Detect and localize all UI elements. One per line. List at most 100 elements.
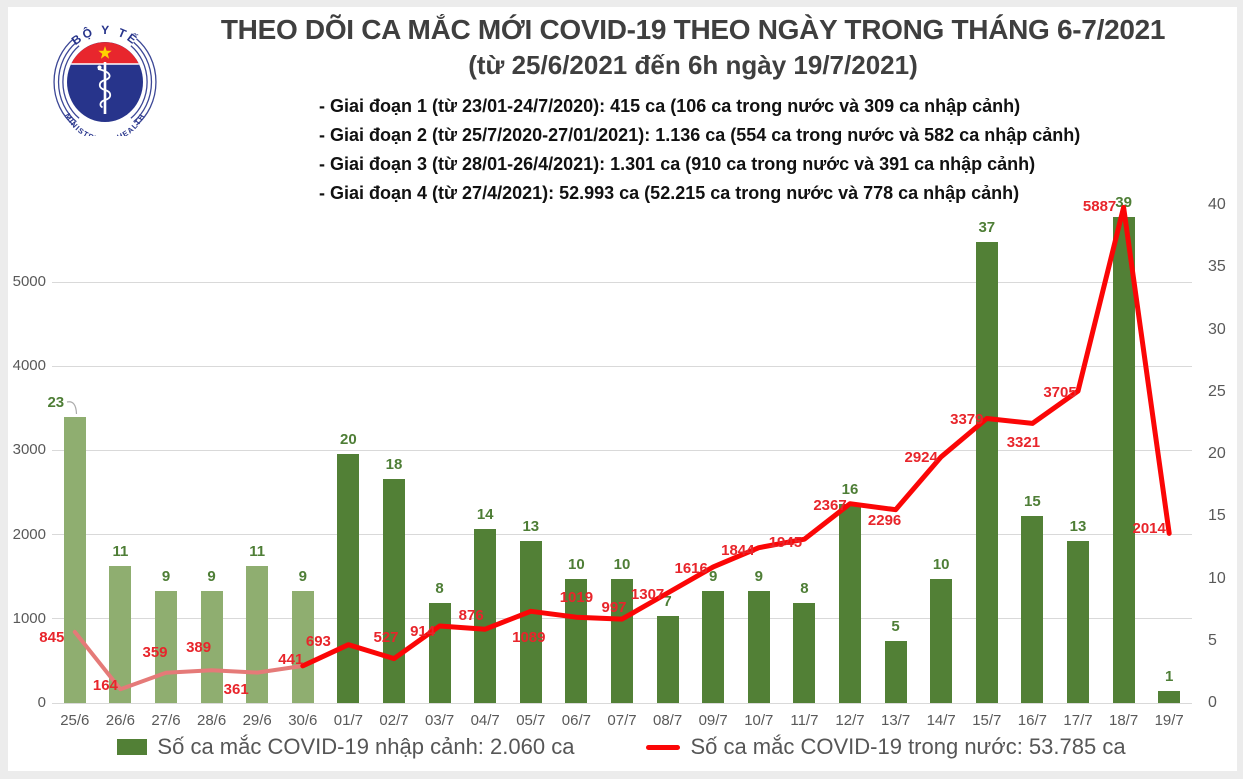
frame-border-left: [0, 0, 8, 779]
bar-26-6: [109, 566, 132, 703]
bar-value-label: 15: [1024, 493, 1041, 511]
y-axis-right-tick: 20: [1208, 445, 1226, 462]
ministry-of-health-logo: BỘ Y TẾ MINISTRY OF HEALTH: [53, 23, 157, 136]
x-axis-tick: 10/7: [744, 712, 774, 729]
line-value-label: 5887: [1082, 198, 1117, 216]
phase-notes: - Giai đoạn 1 (từ 23/01-24/7/2020): 415 …: [319, 92, 1080, 208]
bar-19-7: [1158, 690, 1181, 703]
domestic-cases-line: [66, 204, 1172, 692]
x-axis-tick: 27/6: [151, 712, 181, 729]
x-axis-tick: 26/6: [105, 712, 135, 729]
line-value-label: 361: [223, 680, 249, 698]
combo-chart: 0 1000 2000 3000 4000 5000 0 5 10 15 20 25 30 35 40 23 2…: [13, 195, 1226, 729]
y-axis-right-tick: 40: [1208, 196, 1226, 213]
y-axis-right-tick: 5: [1208, 631, 1217, 649]
bar-value-label: 9: [298, 567, 307, 585]
legend-imported-label: Số ca mắc COVID-19 nhập cảnh: 2.060 ca: [157, 734, 575, 759]
x-axis-tick: 08/7: [652, 712, 683, 729]
bar-value-label: 13: [1069, 518, 1087, 536]
bar-value-label: 11: [249, 543, 266, 561]
x-axis-tick: 18/7: [1108, 712, 1139, 729]
chart-title: THEO DÕI CA MẮC MỚI COVID-19 THEO NGÀY T…: [220, 14, 1166, 45]
bar-11-7: [793, 603, 816, 703]
gridline: [52, 702, 1192, 704]
y-axis-right-tick: 25: [1208, 382, 1226, 400]
line-value-label: 1844: [721, 541, 755, 559]
x-axis-tick: 29/6: [242, 712, 272, 729]
bar-value-label: 5: [891, 617, 900, 635]
y-axis-right-tick: 0: [1208, 694, 1217, 711]
bar-value-label: 37: [978, 219, 996, 237]
frame-border-top: [0, 0, 1243, 7]
line-value-label: 1945: [768, 534, 803, 552]
bar-value-label: 9: [754, 567, 763, 585]
legend-item-domestic: Số ca mắc COVID-19 trong nước: 53.785 ca: [646, 734, 1126, 760]
y-axis-left-tick: 4000: [12, 357, 46, 375]
bar-05-7: [519, 541, 542, 703]
bar-value-label: 8: [800, 580, 809, 598]
x-axis-tick: 25/6: [60, 712, 90, 729]
phase-note-2: - Giai đoạn 2 (từ 25/7/2020-27/01/2021):…: [319, 125, 1081, 145]
line-value-label: 997: [601, 599, 627, 617]
label-leader-line: [66, 401, 78, 415]
y-axis-left-tick: 3000: [12, 441, 46, 459]
y-axis-right-tick: 10: [1208, 569, 1226, 587]
y-axis-right-tick: 35: [1208, 258, 1226, 276]
x-axis-tick: 04/7: [470, 712, 500, 729]
line-value-label: 876: [458, 607, 484, 625]
bar-15-7: [975, 242, 998, 703]
gridline: [52, 534, 1192, 536]
line-segment-july: [300, 204, 1172, 669]
bar-28-6: [200, 590, 223, 703]
x-axis-tick: 15/7: [972, 712, 1002, 729]
y-axis-left-tick: 0: [37, 694, 46, 711]
legend-item-imported: Số ca mắc COVID-19 nhập cảnh: 2.060 ca: [117, 734, 574, 760]
y-axis-right-tick: 30: [1208, 320, 1226, 338]
line-value-label: 2367: [813, 496, 847, 514]
line-value-label: 1616: [674, 559, 708, 577]
legend-bar-swatch-icon: [117, 739, 148, 755]
x-axis-tick: 13/7: [880, 712, 911, 729]
bar-12-7: [839, 503, 861, 703]
line-value-label: 1307: [630, 585, 665, 603]
bar-value-label: 10: [568, 555, 585, 573]
x-axis-tick: 07/7: [607, 712, 637, 729]
bar-07-7: [611, 578, 633, 703]
bar-value-label: 18: [385, 455, 403, 473]
x-axis-tick: 19/7: [1154, 712, 1184, 729]
x-axis-tick: 03/7: [424, 712, 455, 729]
x-axis-tick: 01/7: [333, 712, 363, 729]
bar-value-label: 39: [1115, 194, 1132, 212]
logo-star-icon: [98, 46, 112, 59]
x-axis-tick: 02/7: [379, 712, 409, 729]
bar-04-7: [474, 528, 497, 703]
line-value-label: 3705: [1043, 384, 1077, 402]
chart-legend: Số ca mắc COVID-19 nhập cảnh: 2.060 ca S…: [0, 734, 1243, 760]
phase-note-4: - Giai đoạn 4 (từ 27/4/2021): 52.993 ca …: [319, 183, 1020, 203]
bar-29-6: [246, 566, 269, 703]
chart-subtitle: (từ 25/6/2021 đến 6h ngày 19/7/2021): [468, 50, 918, 80]
phase-note-1: - Giai đoạn 1 (từ 23/01-24/7/2020): 415 …: [319, 96, 1021, 116]
x-axis-tick: 12/7: [835, 712, 865, 729]
bar-16-7: [1021, 516, 1044, 703]
bar-value-label: 20: [340, 431, 357, 448]
gridline: [52, 365, 1192, 367]
legend-line-swatch-icon: [646, 744, 681, 750]
gridline: [52, 281, 1192, 283]
line-value-label: 845: [39, 628, 65, 646]
x-axis-tick: 28/6: [196, 712, 227, 729]
bar-18-7: [1112, 217, 1135, 703]
legend-domestic-label: Số ca mắc COVID-19 trong nước: 53.785 ca: [690, 734, 1126, 759]
line-segment-june: [72, 629, 305, 692]
bar-01-7: [337, 454, 360, 703]
frame-border-bottom: [0, 771, 1243, 779]
bar-value-label: 11: [112, 543, 129, 561]
y-axis-left-tick: 1000: [12, 609, 46, 627]
bar-value-label: 9: [207, 567, 216, 585]
line-value-label: 1089: [512, 629, 546, 647]
y-axis-right-tick: 15: [1208, 507, 1226, 525]
title-block: THEO DÕI CA MẮC MỚI COVID-19 THEO NGÀY T…: [170, 12, 1216, 82]
x-axis-tick: 30/6: [288, 712, 318, 729]
line-value-label: 1019: [559, 589, 594, 607]
bar-value-label: 1: [1165, 667, 1174, 685]
